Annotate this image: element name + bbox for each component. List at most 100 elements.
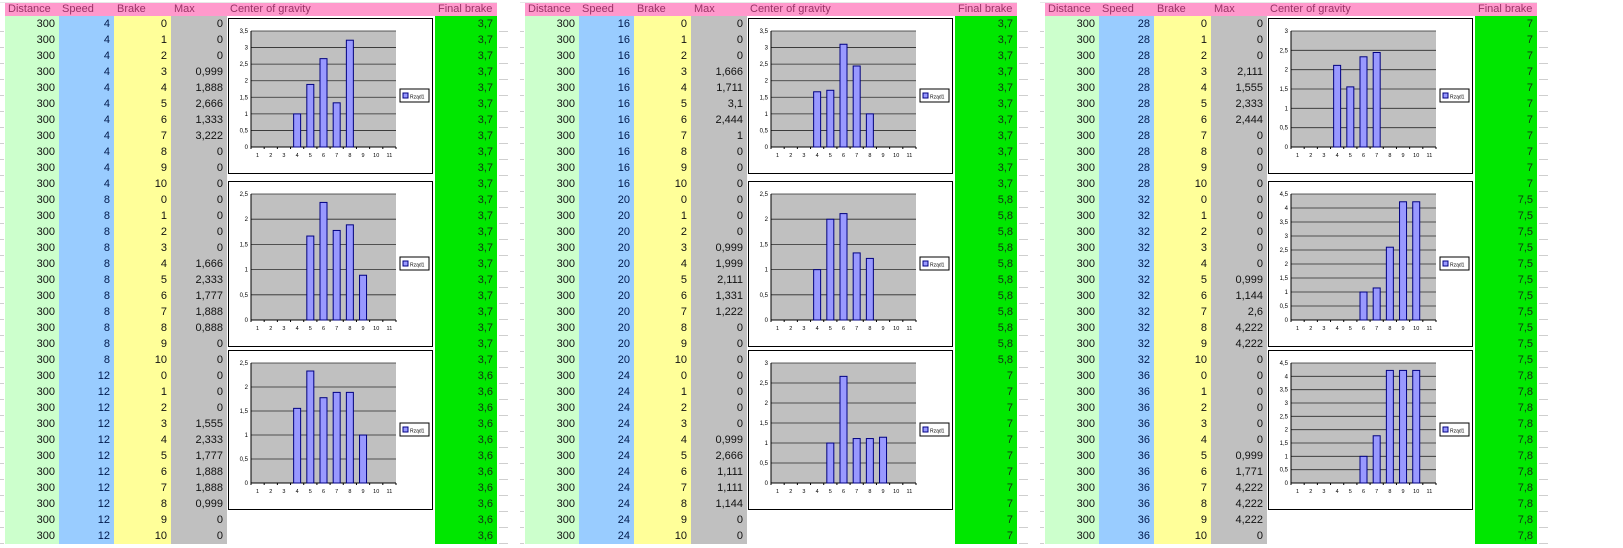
cell-brake[interactable]: 5 (114, 448, 171, 464)
cell-final-brake[interactable]: 7 (955, 448, 1017, 464)
cell-max[interactable]: 0 (171, 224, 227, 240)
cell-max[interactable]: 1,144 (1211, 288, 1267, 304)
cell-speed[interactable]: 20 (579, 304, 634, 320)
cell-distance[interactable]: 300 (5, 320, 59, 336)
cell-distance[interactable]: 300 (525, 432, 579, 448)
cell-distance[interactable]: 300 (1045, 416, 1099, 432)
cell-final-brake[interactable]: 3,7 (435, 16, 497, 32)
cell-distance[interactable]: 300 (1045, 64, 1099, 80)
cell-final-brake[interactable]: 3,7 (435, 96, 497, 112)
cell-distance[interactable]: 300 (525, 224, 579, 240)
cell-max[interactable]: 2,666 (691, 448, 747, 464)
cell-final-brake[interactable]: 7 (955, 416, 1017, 432)
cell-max[interactable]: 0 (691, 384, 747, 400)
cell-speed[interactable]: 24 (579, 512, 634, 528)
cell-max[interactable]: 0 (1211, 48, 1267, 64)
cell-distance[interactable]: 300 (1045, 272, 1099, 288)
cell-distance[interactable]: 300 (1045, 352, 1099, 368)
cell-final-brake[interactable]: 7,5 (1475, 288, 1537, 304)
cell-distance[interactable]: 300 (5, 112, 59, 128)
cell-final-brake[interactable]: 7 (1475, 16, 1537, 32)
cell-final-brake[interactable]: 5,8 (955, 272, 1017, 288)
cell-speed[interactable]: 36 (1099, 512, 1154, 528)
cell-speed[interactable]: 20 (579, 240, 634, 256)
cell-max[interactable]: 2,333 (171, 432, 227, 448)
cell-brake[interactable]: 2 (634, 48, 691, 64)
cell-max[interactable]: 0 (1211, 144, 1267, 160)
cell-brake[interactable]: 10 (1154, 176, 1211, 192)
cell-distance[interactable]: 300 (525, 288, 579, 304)
cell-speed[interactable]: 32 (1099, 224, 1154, 240)
cell-distance[interactable]: 300 (5, 48, 59, 64)
cell-final-brake[interactable]: 3,7 (435, 176, 497, 192)
cell-max[interactable]: 1,999 (691, 256, 747, 272)
cell-final-brake[interactable]: 3,7 (435, 352, 497, 368)
cell-max[interactable]: 0 (1211, 224, 1267, 240)
cell-brake[interactable]: 8 (634, 496, 691, 512)
cell-speed[interactable]: 28 (1099, 48, 1154, 64)
cell-final-brake[interactable]: 3,7 (435, 144, 497, 160)
cell-final-brake[interactable]: 7,5 (1475, 240, 1537, 256)
cell-distance[interactable]: 300 (1045, 384, 1099, 400)
cell-brake[interactable]: 0 (1154, 192, 1211, 208)
cell-speed[interactable]: 12 (59, 368, 114, 384)
cell-max[interactable]: 0 (1211, 192, 1267, 208)
cell-distance[interactable]: 300 (1045, 304, 1099, 320)
cell-distance[interactable]: 300 (525, 16, 579, 32)
cell-distance[interactable]: 300 (5, 144, 59, 160)
cell-max[interactable]: 0 (691, 336, 747, 352)
cog-chart[interactable]: 0 0,5 1 1,5 2 2,5 3 3,5 4 4,5 1 2 3 4 5 6 7 8 9 10 11 Rząd1 (1268, 181, 1473, 347)
cell-distance[interactable]: 300 (5, 80, 59, 96)
cell-max[interactable]: 1,777 (171, 288, 227, 304)
cell-distance[interactable]: 300 (5, 512, 59, 528)
cell-speed[interactable]: 4 (59, 160, 114, 176)
cell-max[interactable]: 1,888 (171, 464, 227, 480)
cell-speed[interactable]: 20 (579, 224, 634, 240)
cell-distance[interactable]: 300 (5, 288, 59, 304)
cell-final-brake[interactable]: 5,8 (955, 208, 1017, 224)
cell-final-brake[interactable]: 7 (1475, 96, 1537, 112)
cell-brake[interactable]: 3 (634, 64, 691, 80)
cell-max[interactable]: 1,144 (691, 496, 747, 512)
cell-max[interactable]: 0 (691, 416, 747, 432)
cell-max[interactable]: 0 (171, 192, 227, 208)
cell-brake[interactable]: 2 (634, 224, 691, 240)
cell-distance[interactable]: 300 (5, 384, 59, 400)
cell-max[interactable]: 0 (1211, 368, 1267, 384)
cell-speed[interactable]: 12 (59, 496, 114, 512)
cell-speed[interactable]: 12 (59, 480, 114, 496)
cell-brake[interactable]: 0 (1154, 16, 1211, 32)
cell-brake[interactable]: 8 (114, 496, 171, 512)
cell-distance[interactable]: 300 (1045, 464, 1099, 480)
cell-speed[interactable]: 32 (1099, 288, 1154, 304)
cell-brake[interactable]: 2 (1154, 48, 1211, 64)
cell-brake[interactable]: 0 (634, 16, 691, 32)
cell-brake[interactable]: 10 (1154, 352, 1211, 368)
cell-max[interactable]: 0 (1211, 416, 1267, 432)
cell-speed[interactable]: 28 (1099, 64, 1154, 80)
cell-speed[interactable]: 28 (1099, 128, 1154, 144)
cell-distance[interactable]: 300 (1045, 432, 1099, 448)
cog-chart[interactable]: 0 0,5 1 1,5 2 2,5 3 1 2 3 4 5 6 7 8 9 10 11 Rząd1 (1268, 18, 1473, 174)
cell-speed[interactable]: 36 (1099, 528, 1154, 544)
cell-max[interactable]: 1,555 (1211, 80, 1267, 96)
cell-speed[interactable]: 8 (59, 320, 114, 336)
cell-max[interactable]: 0 (691, 320, 747, 336)
cell-final-brake[interactable]: 3,7 (435, 80, 497, 96)
cell-brake[interactable]: 7 (1154, 480, 1211, 496)
cell-distance[interactable]: 300 (5, 352, 59, 368)
cell-distance[interactable]: 300 (525, 112, 579, 128)
cell-final-brake[interactable]: 3,7 (435, 128, 497, 144)
cell-max[interactable]: 0 (171, 336, 227, 352)
cell-distance[interactable]: 300 (1045, 224, 1099, 240)
cell-final-brake[interactable]: 3,7 (435, 112, 497, 128)
cell-max[interactable]: 0 (691, 208, 747, 224)
cell-distance[interactable]: 300 (1045, 32, 1099, 48)
cell-final-brake[interactable]: 7,8 (1475, 448, 1537, 464)
cell-distance[interactable]: 300 (5, 368, 59, 384)
cell-speed[interactable]: 12 (59, 512, 114, 528)
cell-distance[interactable]: 300 (525, 336, 579, 352)
cell-distance[interactable]: 300 (5, 432, 59, 448)
cell-speed[interactable]: 24 (579, 464, 634, 480)
cell-brake[interactable]: 1 (634, 32, 691, 48)
